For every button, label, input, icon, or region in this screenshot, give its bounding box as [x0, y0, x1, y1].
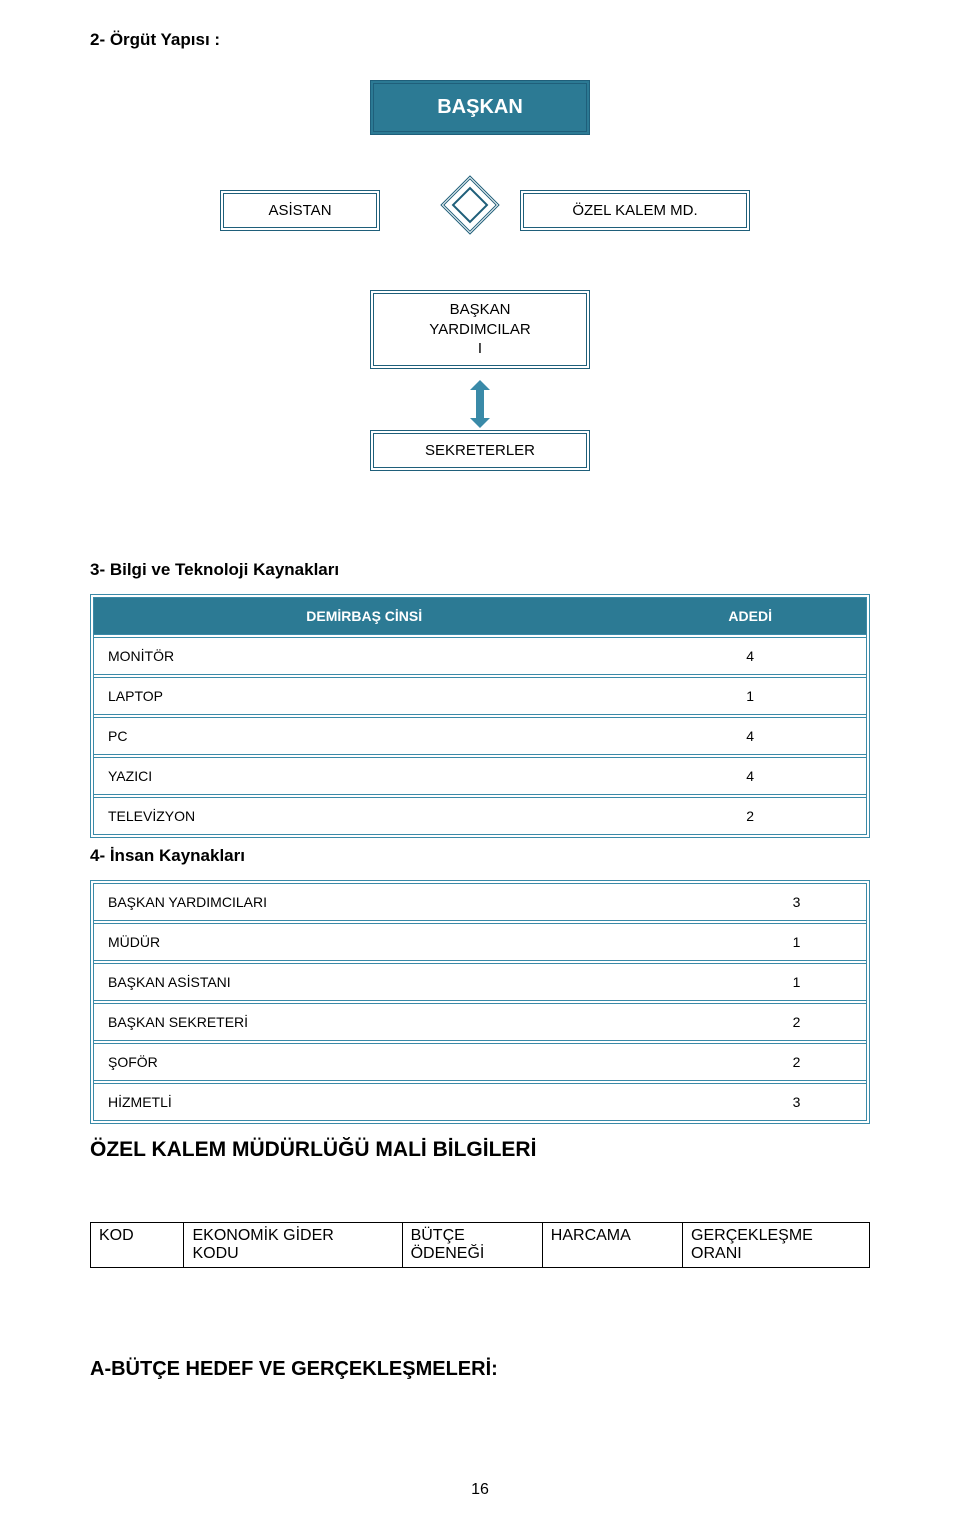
demirbas-header-left: DEMİRBAŞ CİNSİ [94, 598, 634, 634]
cell-count: 1 [727, 920, 866, 960]
org-asistan: ASİSTAN [220, 190, 380, 231]
arrow-head-down-icon [470, 418, 490, 428]
cell-name: BAŞKAN YARDIMCILARI [94, 884, 727, 920]
kod-col3-l1: BÜTÇE [411, 1227, 465, 1244]
kod-col3-l2: ÖDENEĞİ [411, 1245, 485, 1262]
demirbas-table: DEMİRBAŞ CİNSİ ADEDİ MONİTÖR4 LAPTOP1 PC… [90, 594, 870, 838]
kod-col2: EKONOMİK GİDER KODU [184, 1223, 402, 1268]
kod-col1: KOD [91, 1223, 184, 1268]
table-row: BAŞKAN SEKRETERİ2 [94, 1000, 866, 1040]
page-number: 16 [90, 1481, 870, 1499]
org-connector-diamond [440, 175, 500, 235]
arrow-body [476, 386, 484, 422]
org-baskan: BAŞKAN [370, 80, 590, 135]
cell-name: LAPTOP [94, 674, 634, 714]
cell-count: 3 [727, 884, 866, 920]
hr-table: BAŞKAN YARDIMCILARI3 MÜDÜR1 BAŞKAN ASİST… [90, 880, 870, 1124]
section-2-title: 2- Örgüt Yapısı : [90, 30, 870, 50]
kod-col2-l2: KODU [192, 1245, 238, 1262]
table-row: TELEVİZYON2 [94, 794, 866, 834]
kod-col4: HARCAMA [542, 1223, 682, 1268]
org-ozel-kalem: ÖZEL KALEM MD. [520, 190, 750, 231]
cell-count: 1 [727, 960, 866, 1000]
cell-name: YAZICI [94, 754, 634, 794]
cell-count: 2 [634, 794, 866, 834]
org-yardimcilar-l3: I [478, 340, 482, 357]
cell-name: MÜDÜR [94, 920, 727, 960]
kod-col5-l2: ORANI [691, 1245, 742, 1262]
kod-col5: GERÇEKLEŞME ORANI [683, 1223, 870, 1268]
kod-col2-l1: EKONOMİK GİDER [192, 1227, 333, 1244]
table-row: MÜDÜR1 [94, 920, 866, 960]
table-row: BAŞKAN ASİSTANI1 [94, 960, 866, 1000]
cell-count: 1 [634, 674, 866, 714]
cell-name: BAŞKAN SEKRETERİ [94, 1000, 727, 1040]
section-3-title: 3- Bilgi ve Teknoloji Kaynakları [90, 560, 870, 580]
cell-count: 4 [634, 754, 866, 794]
table-row: PC4 [94, 714, 866, 754]
cell-count: 2 [727, 1040, 866, 1080]
org-yardimcilar: BAŞKAN YARDIMCILAR I [370, 290, 590, 369]
org-yardimcilar-l1: BAŞKAN [450, 301, 511, 318]
kod-col3: BÜTÇE ÖDENEĞİ [402, 1223, 542, 1268]
table-row: MONİTÖR4 [94, 634, 866, 674]
cell-count: 2 [727, 1000, 866, 1040]
org-yardimcilar-l2: YARDIMCILAR [429, 321, 530, 338]
org-arrow [470, 380, 490, 428]
table-row: BAŞKAN YARDIMCILARI3 [94, 884, 866, 920]
table-row: HİZMETLİ3 [94, 1080, 866, 1120]
table-row: LAPTOP1 [94, 674, 866, 714]
table-row: YAZICI4 [94, 754, 866, 794]
cell-name: MONİTÖR [94, 634, 634, 674]
table-row: KOD EKONOMİK GİDER KODU BÜTÇE ÖDENEĞİ HA… [91, 1223, 870, 1268]
cell-name: BAŞKAN ASİSTANI [94, 960, 727, 1000]
cell-name: HİZMETLİ [94, 1080, 727, 1120]
a-butce-heading: A-BÜTÇE HEDEF VE GERÇEKLEŞMELERİ: [90, 1358, 870, 1381]
cell-count: 3 [727, 1080, 866, 1120]
org-chart: BAŞKAN ASİSTAN ÖZEL KALEM MD. BAŞKAN YAR… [90, 80, 870, 540]
kod-table: KOD EKONOMİK GİDER KODU BÜTÇE ÖDENEĞİ HA… [90, 1222, 870, 1268]
mali-bilgileri-title: ÖZEL KALEM MÜDÜRLÜĞÜ MALİ BİLGİLERİ [90, 1138, 870, 1162]
cell-name: PC [94, 714, 634, 754]
cell-name: ŞOFÖR [94, 1040, 727, 1080]
cell-name: TELEVİZYON [94, 794, 634, 834]
demirbas-header-right: ADEDİ [634, 598, 866, 634]
cell-count: 4 [634, 634, 866, 674]
org-sekreterler: SEKRETERLER [370, 430, 590, 471]
kod-col5-l1: GERÇEKLEŞME [691, 1227, 813, 1244]
cell-count: 4 [634, 714, 866, 754]
table-row: ŞOFÖR2 [94, 1040, 866, 1080]
section-4-title: 4- İnsan Kaynakları [90, 846, 870, 866]
